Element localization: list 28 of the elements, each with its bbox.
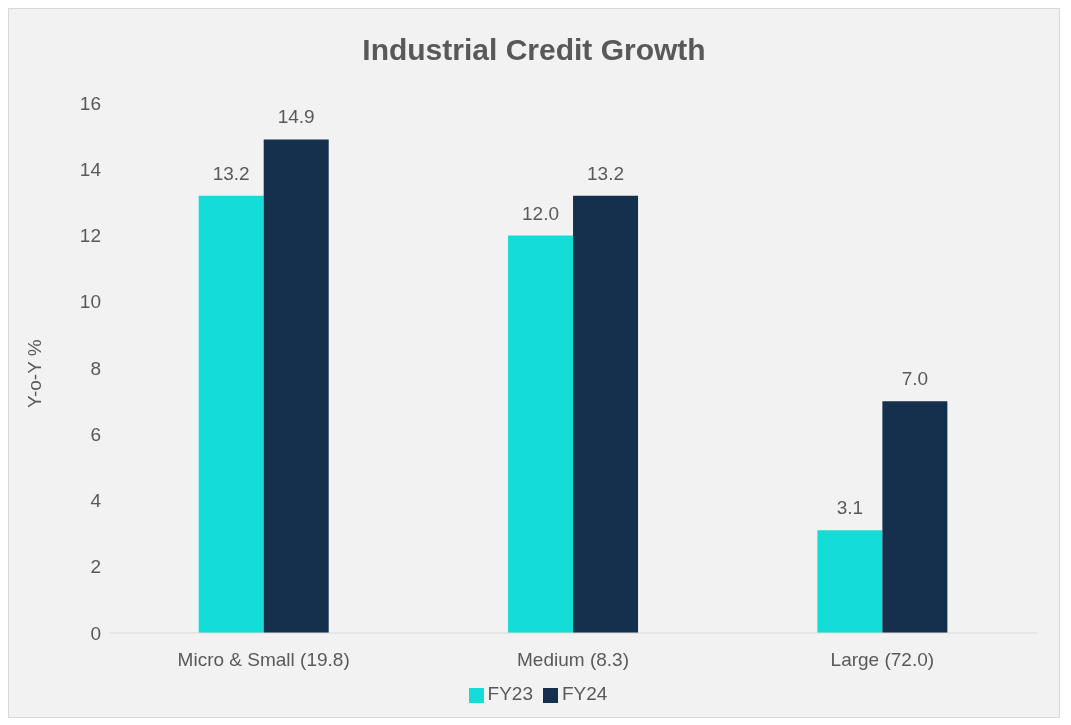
- bar: [817, 530, 883, 633]
- y-tick-label: 14: [79, 158, 102, 180]
- legend-label: FY24: [562, 683, 608, 704]
- y-tick-label: 0: [90, 622, 101, 644]
- x-tick-label: Micro & Small (19.8): [177, 649, 350, 671]
- bar: [573, 195, 639, 633]
- y-tick-label: 8: [90, 357, 101, 379]
- data-label: 13.2: [212, 162, 250, 184]
- bar: [508, 235, 574, 633]
- data-label: 12.0: [522, 202, 560, 224]
- bar: [882, 401, 948, 633]
- y-tick-label: 16: [79, 92, 101, 114]
- legend-label: FY23: [487, 683, 533, 704]
- x-tick-label: Medium (8.3): [517, 649, 629, 671]
- bar: [263, 139, 329, 633]
- x-tick-label: Large (72.0): [830, 649, 935, 671]
- data-label: 3.1: [836, 497, 864, 519]
- data-label: 7.0: [901, 368, 929, 390]
- data-label: 14.9: [277, 106, 315, 128]
- y-axis-title: Y-o-Y %: [23, 339, 45, 408]
- y-tick-label: 10: [79, 291, 101, 313]
- data-label: 13.2: [587, 162, 625, 184]
- y-tick-label: 2: [90, 556, 101, 578]
- chart-title: Industrial Credit Growth: [361, 32, 707, 68]
- y-tick-label: 4: [90, 490, 102, 512]
- bar: [198, 195, 264, 633]
- y-tick-label: 6: [90, 423, 101, 445]
- y-tick-label: 12: [79, 225, 101, 247]
